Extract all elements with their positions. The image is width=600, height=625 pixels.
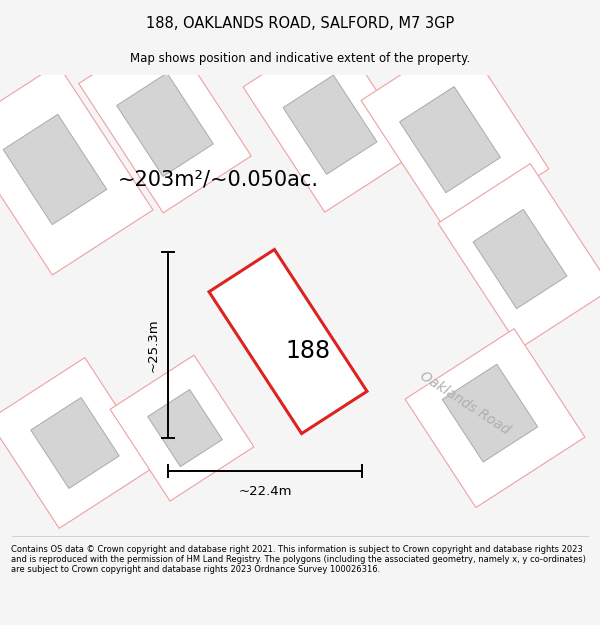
Polygon shape	[209, 249, 367, 434]
Polygon shape	[3, 114, 107, 224]
Text: ~25.3m: ~25.3m	[147, 318, 160, 372]
Text: Contains OS data © Crown copyright and database right 2021. This information is : Contains OS data © Crown copyright and d…	[11, 544, 586, 574]
Text: 188: 188	[286, 339, 331, 364]
Polygon shape	[473, 209, 567, 309]
Text: Map shows position and indicative extent of the property.: Map shows position and indicative extent…	[130, 52, 470, 65]
Polygon shape	[79, 27, 251, 213]
Text: 188, OAKLANDS ROAD, SALFORD, M7 3GP: 188, OAKLANDS ROAD, SALFORD, M7 3GP	[146, 16, 454, 31]
Polygon shape	[31, 398, 119, 488]
Polygon shape	[361, 36, 549, 234]
Polygon shape	[110, 355, 254, 501]
Polygon shape	[0, 64, 153, 275]
Polygon shape	[438, 164, 600, 348]
Polygon shape	[400, 87, 500, 192]
Polygon shape	[116, 73, 214, 176]
Polygon shape	[442, 364, 538, 462]
Text: Oaklands Road: Oaklands Road	[418, 369, 512, 438]
Polygon shape	[405, 329, 585, 508]
Text: ~203m²/~0.050ac.: ~203m²/~0.050ac.	[118, 169, 319, 189]
Polygon shape	[148, 389, 223, 467]
Text: ~22.4m: ~22.4m	[238, 485, 292, 498]
Polygon shape	[283, 75, 377, 174]
Polygon shape	[243, 28, 417, 212]
Polygon shape	[0, 357, 155, 528]
